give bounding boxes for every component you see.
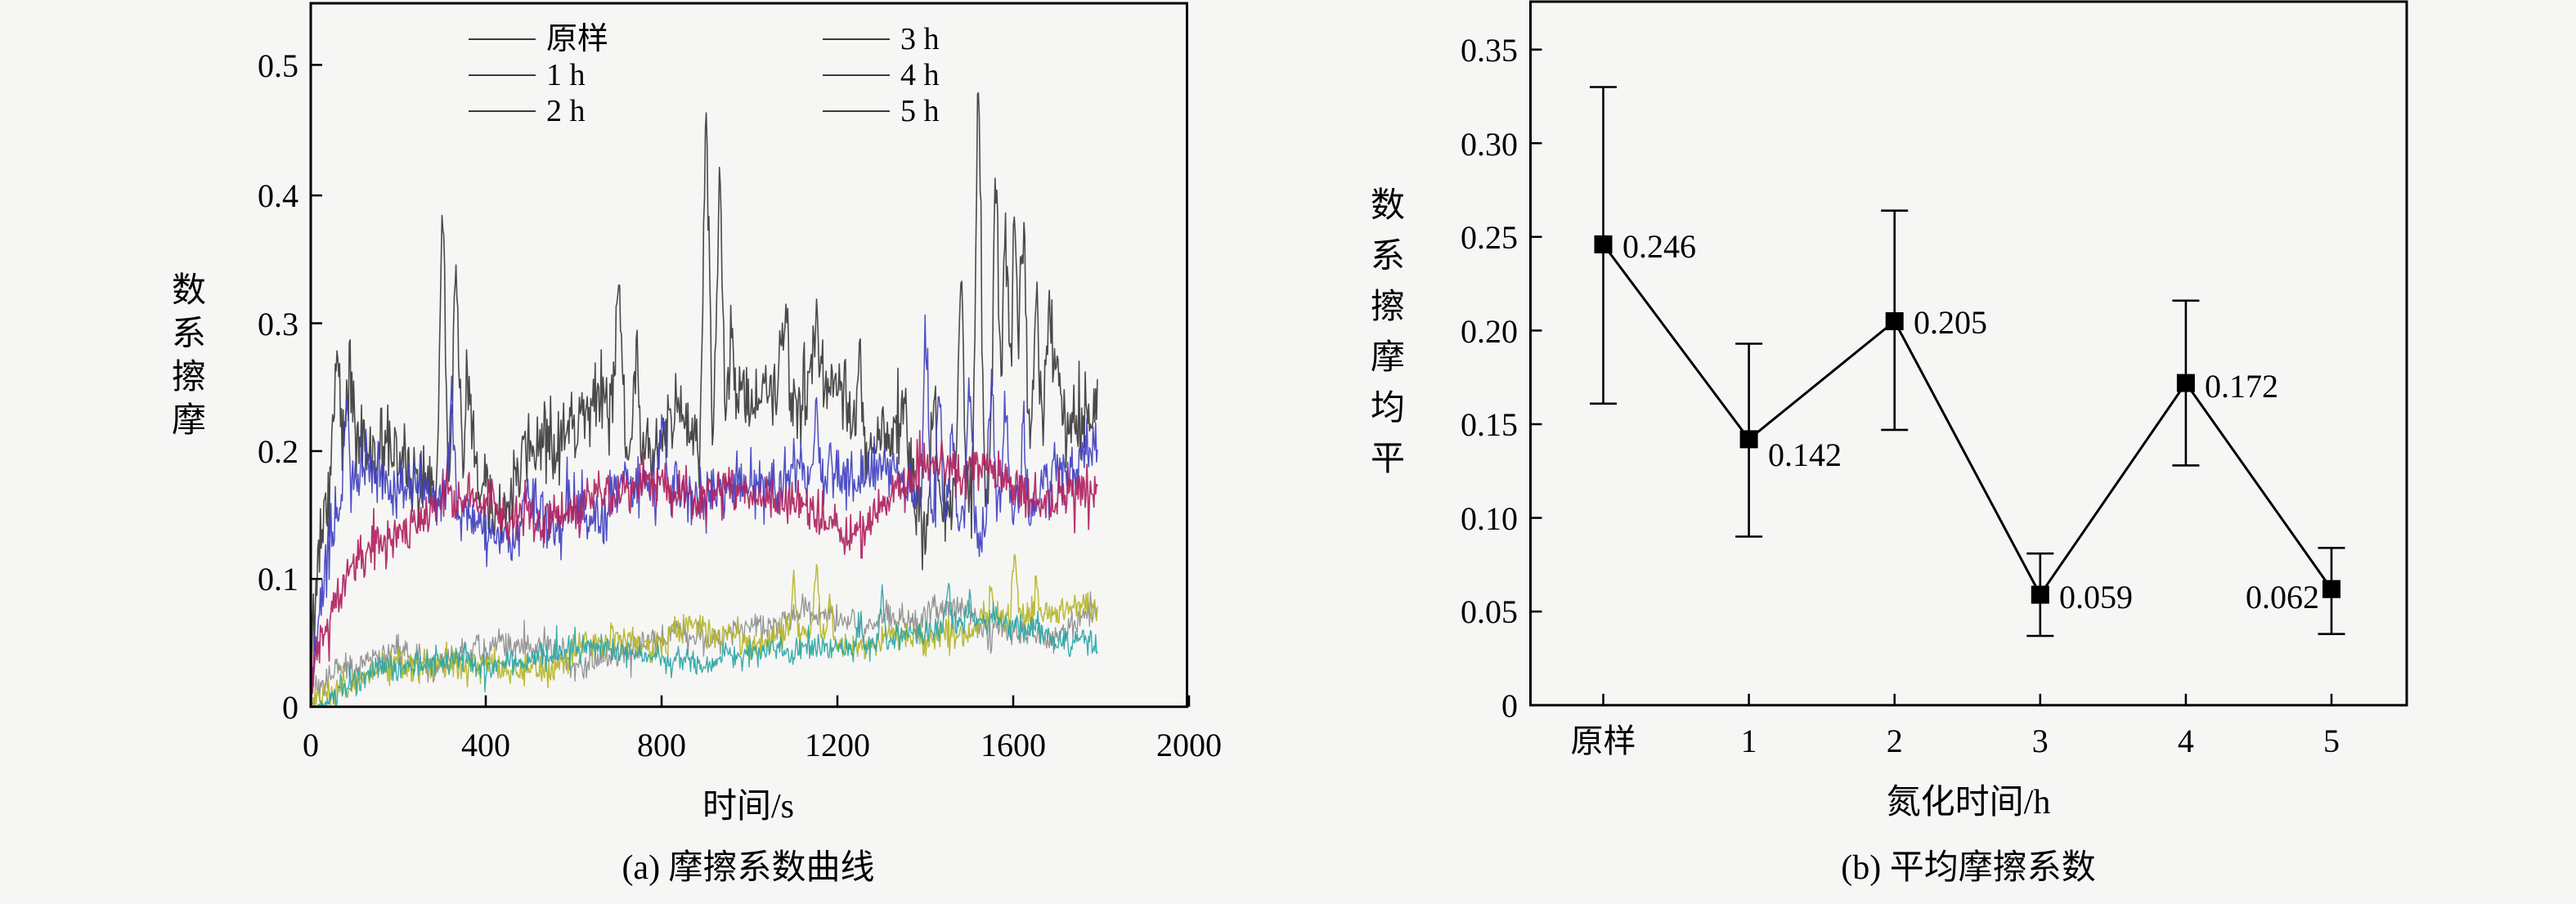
svg-text:0: 0 bbox=[1501, 687, 1518, 724]
svg-text:原样: 原样 bbox=[546, 22, 608, 56]
svg-text:0.15: 0.15 bbox=[1461, 406, 1518, 443]
svg-text:0.172: 0.172 bbox=[2205, 368, 2278, 405]
svg-text:0.05: 0.05 bbox=[1461, 593, 1518, 630]
svg-text:0.35: 0.35 bbox=[1461, 32, 1518, 69]
svg-text:0.062: 0.062 bbox=[2246, 579, 2319, 615]
svg-text:0.20: 0.20 bbox=[1461, 313, 1518, 350]
svg-text:0.205: 0.205 bbox=[1914, 304, 1987, 341]
svg-text:1200: 1200 bbox=[805, 727, 870, 763]
svg-text:时间/s: 时间/s bbox=[702, 788, 794, 826]
svg-text:0.1: 0.1 bbox=[258, 561, 298, 597]
svg-text:4 h: 4 h bbox=[900, 58, 940, 92]
svg-text:平: 平 bbox=[1371, 441, 1405, 478]
svg-text:2 h: 2 h bbox=[546, 94, 586, 128]
svg-text:5: 5 bbox=[2323, 723, 2340, 759]
svg-text:5 h: 5 h bbox=[900, 94, 940, 128]
svg-text:0.30: 0.30 bbox=[1461, 126, 1518, 163]
svg-text:400: 400 bbox=[461, 727, 510, 763]
svg-text:擦: 擦 bbox=[172, 359, 206, 396]
svg-text:4: 4 bbox=[2178, 723, 2194, 759]
svg-text:摩: 摩 bbox=[172, 401, 206, 440]
svg-text:擦: 擦 bbox=[1371, 289, 1405, 326]
svg-text:0.059: 0.059 bbox=[2059, 579, 2133, 615]
svg-text:0: 0 bbox=[282, 689, 298, 726]
svg-text:氮化时间/h: 氮化时间/h bbox=[1887, 784, 2051, 821]
svg-text:0.246: 0.246 bbox=[1622, 228, 1696, 265]
svg-text:0.4: 0.4 bbox=[258, 177, 298, 214]
svg-text:1: 1 bbox=[1741, 723, 1757, 759]
svg-text:0.10: 0.10 bbox=[1461, 500, 1518, 537]
svg-text:3 h: 3 h bbox=[900, 22, 940, 56]
svg-text:原样: 原样 bbox=[1571, 723, 1636, 759]
svg-text:800: 800 bbox=[637, 727, 686, 763]
svg-text:2000: 2000 bbox=[1156, 727, 1222, 763]
svg-text:系: 系 bbox=[1371, 238, 1405, 275]
svg-text:(b) 平均摩擦系数: (b) 平均摩擦系数 bbox=[1841, 848, 2095, 887]
svg-text:0.5: 0.5 bbox=[258, 47, 298, 84]
svg-text:摩: 摩 bbox=[1371, 338, 1405, 377]
svg-text:1 h: 1 h bbox=[546, 58, 586, 92]
svg-text:数: 数 bbox=[172, 272, 206, 310]
svg-text:数: 数 bbox=[1371, 187, 1405, 225]
svg-text:均: 均 bbox=[1371, 390, 1405, 427]
svg-text:0.3: 0.3 bbox=[258, 306, 298, 342]
svg-text:2: 2 bbox=[1887, 723, 1903, 759]
svg-text:0: 0 bbox=[303, 727, 319, 763]
svg-text:系: 系 bbox=[172, 316, 206, 353]
svg-text:0.25: 0.25 bbox=[1461, 219, 1518, 256]
svg-text:1600: 1600 bbox=[981, 727, 1046, 763]
svg-text:0.2: 0.2 bbox=[258, 433, 298, 470]
svg-text:(a) 摩擦系数曲线: (a) 摩擦系数曲线 bbox=[622, 848, 874, 887]
svg-text:0.142: 0.142 bbox=[1768, 436, 1842, 473]
svg-text:3: 3 bbox=[2032, 723, 2049, 759]
